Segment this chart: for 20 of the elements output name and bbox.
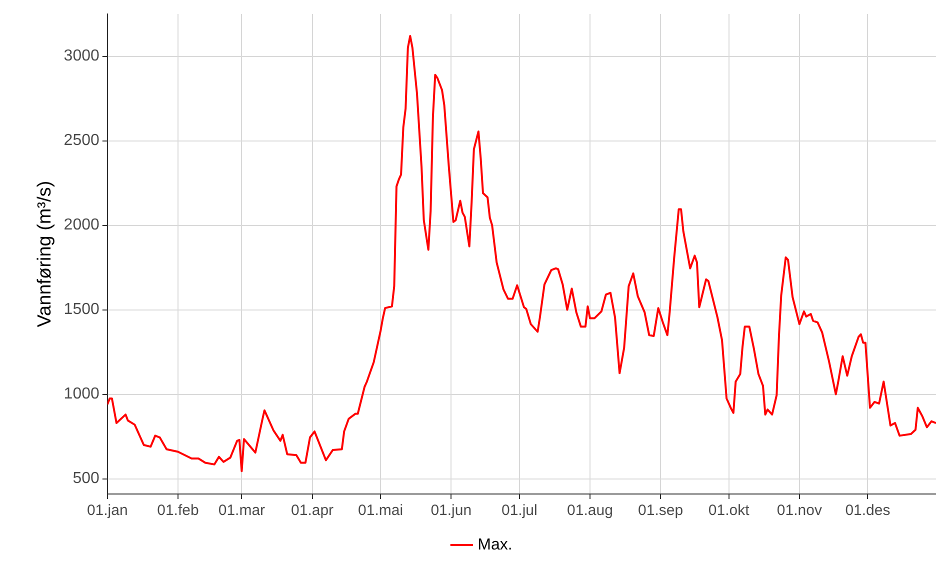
- y-tick-label: 1500: [64, 301, 100, 318]
- x-tick-label: 01.jul: [501, 502, 538, 520]
- x-tick-label: 01.aug: [567, 502, 613, 520]
- x-tick-label: 01.jun: [430, 502, 472, 520]
- y-tick-label: 3000: [64, 48, 100, 65]
- legend-label: Max.: [478, 536, 512, 554]
- y-tick-label: 500: [72, 470, 100, 488]
- x-tick-label: 01.feb: [157, 502, 199, 520]
- x-tick-label: 01.okt: [708, 502, 750, 520]
- y-axis-title: Vannføring (m³/s): [34, 180, 56, 328]
- x-tick-label: 01.mai: [358, 502, 404, 520]
- x-tick-label: 01.sep: [638, 502, 684, 520]
- y-tick-label: 2500: [64, 132, 100, 150]
- x-tick-label: 01.jan: [86, 502, 128, 520]
- x-tick-label: 01.nov: [776, 502, 822, 520]
- x-tick-label: 01.apr: [290, 502, 334, 520]
- y-tick-label: 2000: [64, 216, 100, 234]
- x-tick-label: 01.des: [845, 502, 890, 520]
- x-tick-label: 01.mar: [218, 502, 266, 520]
- y-tick-label: 1000: [64, 386, 100, 403]
